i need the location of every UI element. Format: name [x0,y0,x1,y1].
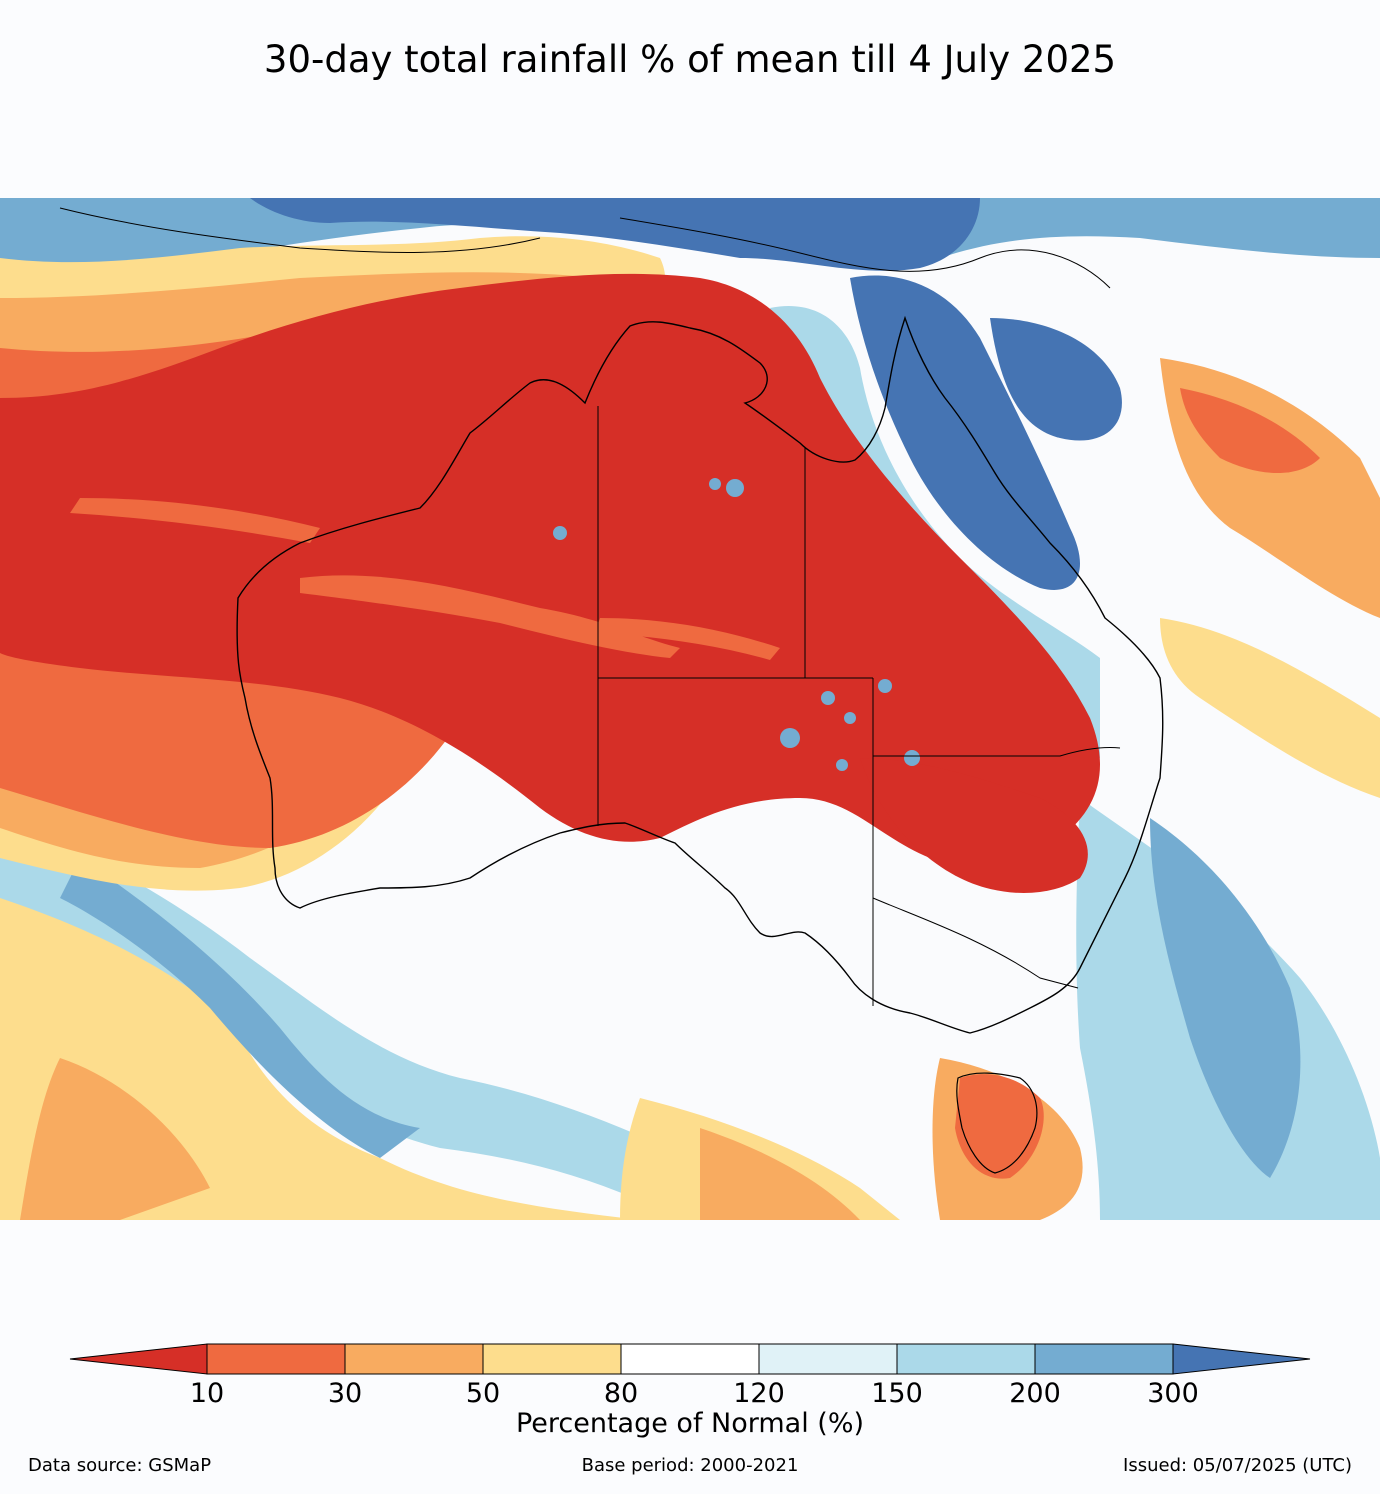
rainfall-map [0,198,1380,1220]
east-yellow [1160,618,1380,798]
streak-1 [300,575,680,658]
colorbar-label: Percentage of Normal (%) [515,1408,865,1439]
streak-2 [70,498,320,543]
blue-dot-8 [904,750,920,766]
blue-dot-7 [878,679,892,693]
state-border-qld-nsw [873,747,1121,757]
blue-dot-6 [844,712,856,724]
map-title: 30-day total rainfall % of mean till 4 J… [263,38,1117,81]
colorbar-tick-label: 10 [189,1378,225,1409]
indonesia-coast [59,207,541,253]
tasmania-orange [955,1074,1044,1179]
base-period: Base period: 2000-2021 [581,1455,799,1476]
state-border-nsw-vic [872,897,1079,989]
issued-date: Issued: 05/07/2025 (UTC) [1123,1455,1352,1476]
colorbar-cells [206,1343,1174,1375]
colorbar-tick-label: 50 [465,1378,501,1409]
colorbar-tick-label: 120 [733,1378,785,1409]
colorbar-cell [758,1343,898,1375]
colorbar-cell [896,1343,1036,1375]
colorbar-cell [206,1343,346,1375]
blue-dot-9 [836,759,848,771]
colorbar-low-extension [69,1343,208,1375]
se-orange-patch [700,1128,860,1220]
colorbar [69,1343,1311,1375]
southern-blue-streak [60,858,420,1158]
colorbar-high-extension [1172,1343,1311,1375]
southern-orange-patches [20,1058,210,1220]
colorbar-tick-label: 30 [327,1378,363,1409]
blue-dot-5 [821,691,835,705]
colorbar-tick-label: 150 [871,1378,923,1409]
coral-sea-deep-blue [850,275,1080,590]
colorbar-cell [482,1343,622,1375]
north-blue-band [0,198,1380,298]
colorbar-tick-label: 80 [603,1378,639,1409]
new-guinea-coast [619,217,1111,289]
se-red-extension [860,758,1088,893]
colorbar-cell [620,1343,760,1375]
australia-coastline [236,315,1164,1034]
blue-dot-3 [553,526,567,540]
colorbar-tick-label: 200 [1009,1378,1061,1409]
blue-dot-4 [780,728,800,748]
east-blue-deep [1150,818,1301,1178]
coral-sea-blue-east [990,318,1122,441]
blue-dot-2 [709,478,721,490]
east-orange-deep [1180,388,1320,473]
tasmania-outline [956,1072,1038,1174]
colorbar-tick-label: 300 [1147,1378,1199,1409]
blue-dot-1 [726,479,744,497]
data-source: Data source: GSMaP [28,1455,212,1476]
colorbar-cell [1034,1343,1174,1375]
central-red-core [0,273,1100,869]
streak-3 [595,618,780,660]
colorbar-cell [344,1343,484,1375]
